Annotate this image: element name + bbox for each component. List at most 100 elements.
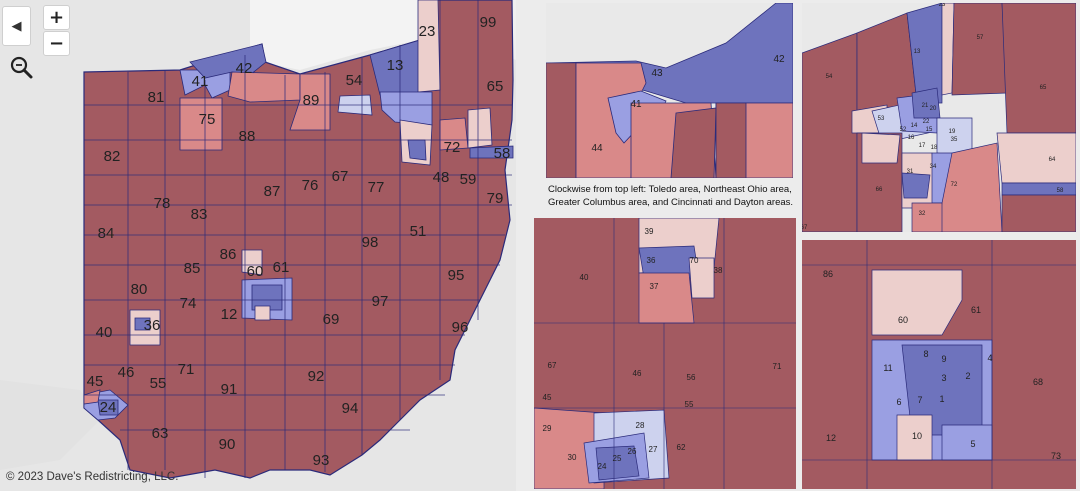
ne-label-64: 64 [1049,157,1056,163]
district-label-55: 55 [150,375,167,392]
district-label-82: 82 [104,148,121,165]
cin-label-24: 24 [598,462,607,471]
cin-label-67: 67 [548,361,557,370]
cin-label-38: 38 [714,266,723,275]
district-label-41: 41 [192,73,209,90]
ne-label-72: 72 [951,182,958,188]
ne-label-15: 15 [926,127,933,133]
district-label-81: 81 [148,89,165,106]
district-label-74: 74 [180,295,197,312]
col-label-8: 8 [923,349,928,359]
district-label-71: 71 [178,361,195,378]
magnifier-icon [10,56,33,79]
cin-label-56: 56 [687,373,696,382]
main-map[interactable]: 99 23 42 41 13 65 54 81 89 75 88 72 82 87 76 67 77 48 59 79… [0,0,516,491]
cin-label-26: 26 [628,447,637,456]
copyright-text: © 2023 Dave's Redistricting, LLC. [6,471,179,483]
district-label-69: 69 [323,311,340,328]
district-label-87: 87 [264,183,281,200]
col-label-4: 4 [987,353,992,363]
district-label-48: 48 [433,169,450,186]
col-label-73: 73 [1051,451,1061,461]
ne-label-35: 35 [951,137,958,143]
cin-label-39: 39 [645,227,654,236]
ne-label-53: 53 [878,116,885,122]
inset-cincinnati-dayton[interactable]: 39 36 70 38 40 37 67 46 56 71 45 55 28 29 27 26 30 24 25 62 [534,218,796,489]
district-label-54: 54 [346,72,363,89]
col-label-10: 10 [912,431,922,441]
district-label-80: 80 [131,281,148,298]
district-label-45: 45 [87,373,104,390]
district-label-60: 60 [247,263,264,280]
toledo-label-43: 43 [651,68,663,79]
district-label-63: 63 [152,425,169,442]
cin-label-30: 30 [568,453,577,462]
district-label-12: 12 [221,306,238,323]
ne-label-67: 67 [802,225,808,231]
col-label-86: 86 [823,269,833,279]
ne-label-13: 13 [914,49,921,55]
ne-label-16: 16 [908,135,915,141]
district-label-76: 76 [302,177,319,194]
cin-label-70: 70 [690,256,699,265]
inset-northeast[interactable]: 23 57 13 54 65 53 52 14 15 20 19 16 17 18 21 22 31 34 35 64… [802,3,1076,232]
col-label-5: 5 [970,439,975,449]
district-label-97: 97 [372,293,389,310]
ne-label-19: 19 [949,129,956,135]
col-label-61: 61 [971,305,981,315]
ne-label-54: 54 [826,74,833,80]
col-label-6: 6 [896,397,901,407]
ne-label-57: 57 [977,35,984,41]
district-label-51: 51 [410,223,427,240]
zoom-magnifier-button[interactable] [8,54,34,80]
toledo-label-44: 44 [591,143,603,154]
col-label-9: 9 [941,354,946,364]
inset-toledo[interactable]: 42 43 41 44 [546,3,793,178]
ne-label-17: 17 [919,143,926,149]
ne-label-20: 20 [930,106,937,112]
cin-label-46: 46 [633,369,642,378]
col-label-11: 11 [883,363,892,373]
district-label-36: 36 [144,317,161,334]
ne-label-66: 66 [876,187,883,193]
district-label-40: 40 [96,324,113,341]
district-label-46: 46 [118,364,135,381]
zoom-out-button[interactable]: − [43,31,70,56]
district-label-90: 90 [219,436,236,453]
ne-label-23: 23 [939,3,946,8]
district-label-92: 92 [308,368,325,385]
district-label-93: 93 [313,452,330,469]
cin-label-37: 37 [650,282,659,291]
col-label-3: 3 [941,373,946,383]
district-label-72: 72 [444,139,461,156]
col-label-60: 60 [898,315,908,325]
ne-label-22: 22 [923,119,930,125]
district-label-84: 84 [98,225,115,242]
ne-label-18: 18 [931,145,938,151]
cin-label-55: 55 [685,400,694,409]
district-label-79: 79 [487,190,504,207]
district-label-98: 98 [362,234,379,251]
cin-label-25: 25 [613,454,622,463]
district-label-24: 24 [100,399,117,416]
district-label-94: 94 [342,400,359,417]
zoom-in-button[interactable]: + [43,5,70,30]
ne-label-32: 32 [919,211,926,217]
ne-label-52: 52 [900,127,907,133]
cin-label-40: 40 [580,273,589,282]
district-label-95: 95 [448,267,465,284]
cin-label-62: 62 [677,443,686,452]
district-label-75: 75 [199,111,216,128]
toledo-label-42: 42 [773,54,785,65]
district-label-58: 58 [494,145,511,162]
main-map-panel[interactable]: 99 23 42 41 13 65 54 81 89 75 88 72 82 87 76 67 77 48 59 79… [0,0,516,491]
cin-label-36: 36 [647,256,656,265]
triangle-left-icon: ◀ [11,18,22,34]
district-label-78: 78 [154,195,171,212]
district-label-89: 89 [303,92,320,109]
district-label-61: 61 [273,259,290,276]
collapse-panel-button[interactable]: ◀ [2,6,31,46]
district-label-85: 85 [184,260,201,277]
col-label-2: 2 [965,371,970,381]
inset-columbus[interactable]: 86 61 60 8 9 4 11 2 3 68 6 7 1 12 10 5 73 [802,240,1076,489]
